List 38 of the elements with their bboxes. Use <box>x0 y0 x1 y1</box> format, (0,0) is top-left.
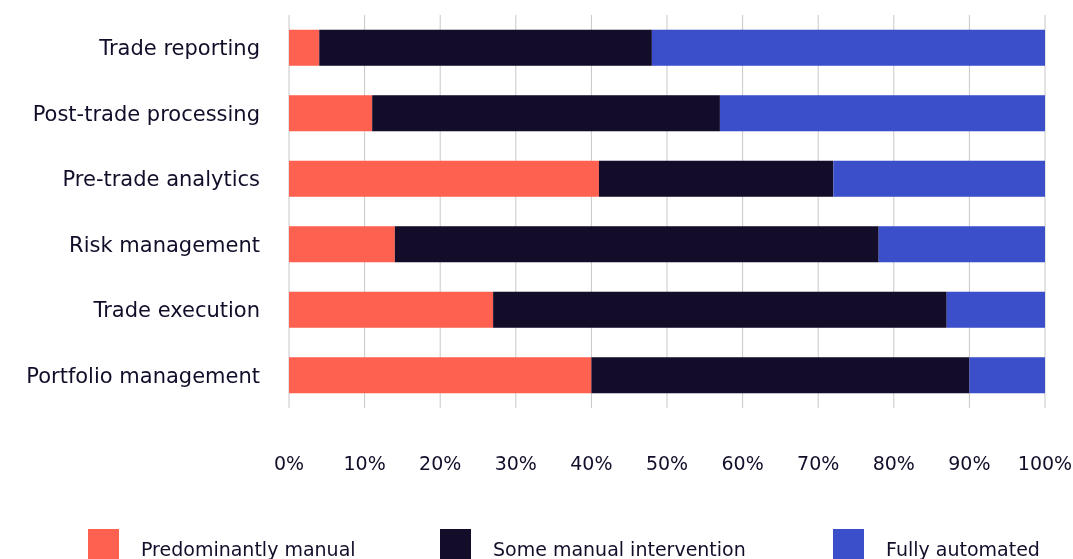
y-tick-label: Post-trade processing <box>32 101 260 126</box>
x-tick-label: 30% <box>494 452 537 474</box>
bar <box>372 95 720 132</box>
legend-label: Fully automated <box>886 537 1040 559</box>
x-tick-label: 40% <box>570 452 613 474</box>
x-tick-label: 0% <box>273 452 305 474</box>
x-tick-label: 90% <box>948 452 991 474</box>
y-tick-label: Trade reporting <box>98 36 260 61</box>
bar <box>319 29 652 66</box>
bar <box>289 357 592 394</box>
legend-label: Predominantly manual <box>141 537 356 559</box>
x-tick-label: 20% <box>419 452 462 474</box>
bar <box>289 226 395 263</box>
x-tick-label: 50% <box>645 452 689 474</box>
bar <box>394 226 879 263</box>
x-tick-label: 80% <box>872 452 915 474</box>
y-tick-label: Pre-trade analytics <box>62 167 260 192</box>
bar <box>598 160 834 197</box>
bar <box>289 29 320 66</box>
bar <box>289 291 494 328</box>
bar <box>289 95 373 132</box>
bar <box>591 357 970 394</box>
bar <box>719 95 1045 132</box>
legend-label: Some manual intervention <box>493 537 746 559</box>
bar <box>969 357 1045 394</box>
y-tick-label: Portfolio management <box>26 363 260 388</box>
bar <box>289 160 599 197</box>
x-tick-label: 10% <box>343 452 386 474</box>
x-tick-label: 70% <box>797 452 840 474</box>
bar <box>946 291 1045 328</box>
bar <box>651 29 1045 66</box>
y-tick-label: Risk management <box>69 232 260 257</box>
bar <box>493 291 947 328</box>
x-tick-label: 60% <box>721 452 764 474</box>
y-tick-label: Trade execution <box>92 298 260 323</box>
x-tick-label: 100% <box>1017 452 1073 474</box>
bar <box>833 160 1045 197</box>
bar <box>878 226 1045 263</box>
